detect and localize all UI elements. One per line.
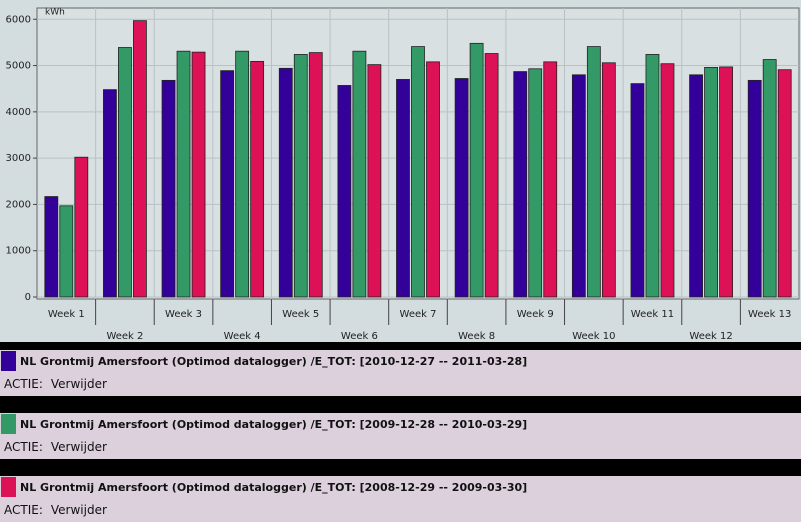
y-tick-label: 4000 [6,107,31,118]
y-tick-label: 6000 [6,14,31,25]
x-tick-label: Week 5 [282,309,319,320]
legend-label: NL Grontmij Amersfoort (Optimod datalogg… [20,480,528,494]
legend-swatch [1,351,16,371]
bar [747,79,762,298]
bar [586,46,601,298]
bar [645,54,660,298]
legend-item: NL Grontmij Amersfoort (Optimod datalogg… [0,476,801,498]
x-tick-label: Week 7 [400,309,437,320]
bar [689,74,703,298]
bar [719,66,733,298]
y-tick-label: 0 [25,292,31,303]
x-tick-label: Week 1 [48,309,85,320]
x-tick-label: Week 10 [572,331,615,342]
legend-swatch [1,477,16,497]
bar [337,85,352,298]
x-tick-label: Week 12 [689,331,732,342]
bar [528,68,543,298]
bar [59,205,74,298]
bar [191,51,206,298]
x-tick-label: Week 11 [631,309,674,320]
action-label: ACTIE: [4,377,43,391]
action-row: ACTIE: Verwijder [0,372,801,396]
separator [0,396,801,413]
x-tick-label: Week 6 [341,331,378,342]
bar [777,69,792,298]
x-tick-label: Week 13 [748,309,791,320]
bar [278,67,293,298]
y-tick-label: 5000 [6,61,31,72]
bar [469,42,484,298]
bar [308,52,323,298]
bar [250,60,265,298]
x-tick-label: Week 4 [224,331,261,342]
remove-link[interactable]: Verwijder [50,440,107,454]
remove-link[interactable]: Verwijder [50,503,107,517]
bar [74,156,89,298]
bar [484,53,499,298]
bar [235,50,250,298]
bar [571,74,586,298]
bar [411,46,425,298]
bar [118,47,132,298]
legend: NL Grontmij Amersfoort (Optimod datalogg… [0,342,801,522]
bar [220,70,235,298]
bar [704,67,718,298]
bar [454,78,469,298]
y-axis-label: kWh [45,8,65,18]
legend-item: NL Grontmij Amersfoort (Optimod datalogg… [0,413,801,435]
legend-label: NL Grontmij Amersfoort (Optimod datalogg… [20,354,528,368]
bar [396,79,410,298]
x-tick-label: Week 3 [165,309,202,320]
legend-label: NL Grontmij Amersfoort (Optimod datalogg… [20,417,528,431]
bar [293,54,308,298]
bar [426,61,440,298]
bar [352,50,367,298]
bar [630,83,645,298]
bar [44,196,59,298]
separator [0,459,801,476]
bar [660,63,675,298]
bar [513,71,528,298]
bar [133,20,147,298]
bar [601,62,616,298]
y-tick-label: 3000 [6,153,31,164]
bar [176,50,191,298]
legend-swatch [1,414,16,434]
bar [762,59,777,298]
action-row: ACTIE: Verwijder [0,435,801,459]
remove-link[interactable]: Verwijder [50,377,107,391]
action-row: ACTIE: Verwijder [0,498,801,522]
chart: kWh 0 1000 2000 3000 4000 5000 6000 Week 1 Week … [0,0,801,342]
bar [103,89,117,298]
y-tick-label: 1000 [6,246,31,257]
x-tick-label: Week 2 [106,331,143,342]
legend-item: NL Grontmij Amersfoort (Optimod datalogg… [0,350,801,372]
y-tick-label: 2000 [6,199,31,210]
action-label: ACTIE: [4,440,43,454]
action-label: ACTIE: [4,503,43,517]
separator [0,342,801,350]
bar [543,61,558,298]
x-tick-label: Week 8 [458,331,495,342]
bar [367,64,382,298]
x-tick-label: Week 9 [517,309,554,320]
bar [161,79,176,298]
